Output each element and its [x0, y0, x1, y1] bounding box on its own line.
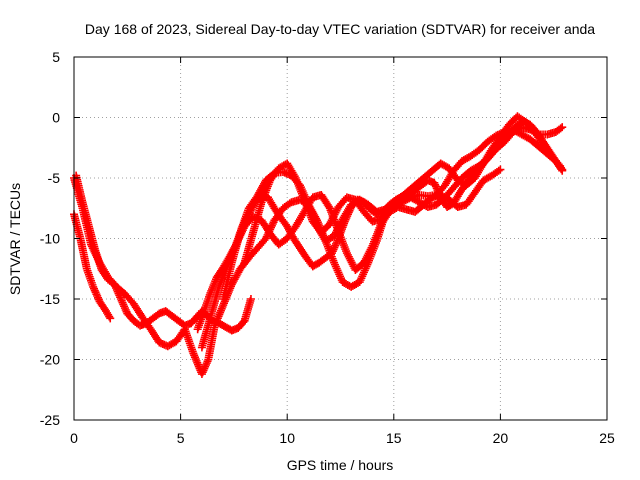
data-point [494, 166, 503, 175]
data-point [556, 124, 565, 133]
y-tick-label: -25 [40, 412, 60, 428]
data-point [556, 161, 565, 170]
data-point [267, 221, 276, 230]
y-axis-ticks: -25 -20 -15 -10 -5 0 5 [40, 49, 607, 428]
data-point [324, 202, 333, 211]
x-tick-label: 0 [70, 430, 78, 446]
data-point [93, 253, 102, 262]
data-point [261, 234, 270, 243]
data-series [240, 112, 565, 267]
y-tick-label: 5 [52, 49, 60, 65]
data-point [105, 312, 114, 321]
data-point [88, 244, 97, 253]
data-point [106, 314, 115, 323]
chart-title: Day 168 of 2023, Sidereal Day-to-day VTE… [85, 21, 595, 37]
data-series [70, 125, 567, 379]
data-point [91, 249, 100, 258]
x-axis-ticks: 0 5 10 15 20 25 [70, 57, 615, 446]
data-point [87, 240, 96, 249]
x-tick-label: 10 [279, 430, 295, 446]
y-tick-label: -5 [48, 170, 61, 186]
data-series [70, 210, 115, 323]
y-tick-label: 0 [52, 110, 60, 126]
x-tick-label: 25 [599, 430, 615, 446]
x-tick-label: 5 [177, 430, 185, 446]
y-axis-label: SDTVAR / TECUs [7, 183, 23, 295]
data-point [558, 123, 567, 132]
data-point [92, 251, 101, 260]
y-tick-label: -20 [40, 352, 60, 368]
data-point [496, 165, 505, 174]
data-point [90, 247, 99, 256]
data-point [268, 219, 277, 228]
y-tick-label: -10 [40, 231, 60, 247]
data-point [93, 255, 102, 264]
data-points [70, 112, 567, 379]
x-axis-label: GPS time / hours [287, 457, 394, 473]
data-point [290, 172, 299, 181]
data-point [89, 245, 98, 254]
data-point [246, 295, 255, 303]
data-point [554, 160, 563, 169]
y-tick-label: -15 [40, 291, 60, 307]
x-tick-label: 15 [386, 430, 402, 446]
data-point [87, 242, 96, 251]
data-point [558, 166, 567, 175]
x-tick-label: 20 [493, 430, 509, 446]
